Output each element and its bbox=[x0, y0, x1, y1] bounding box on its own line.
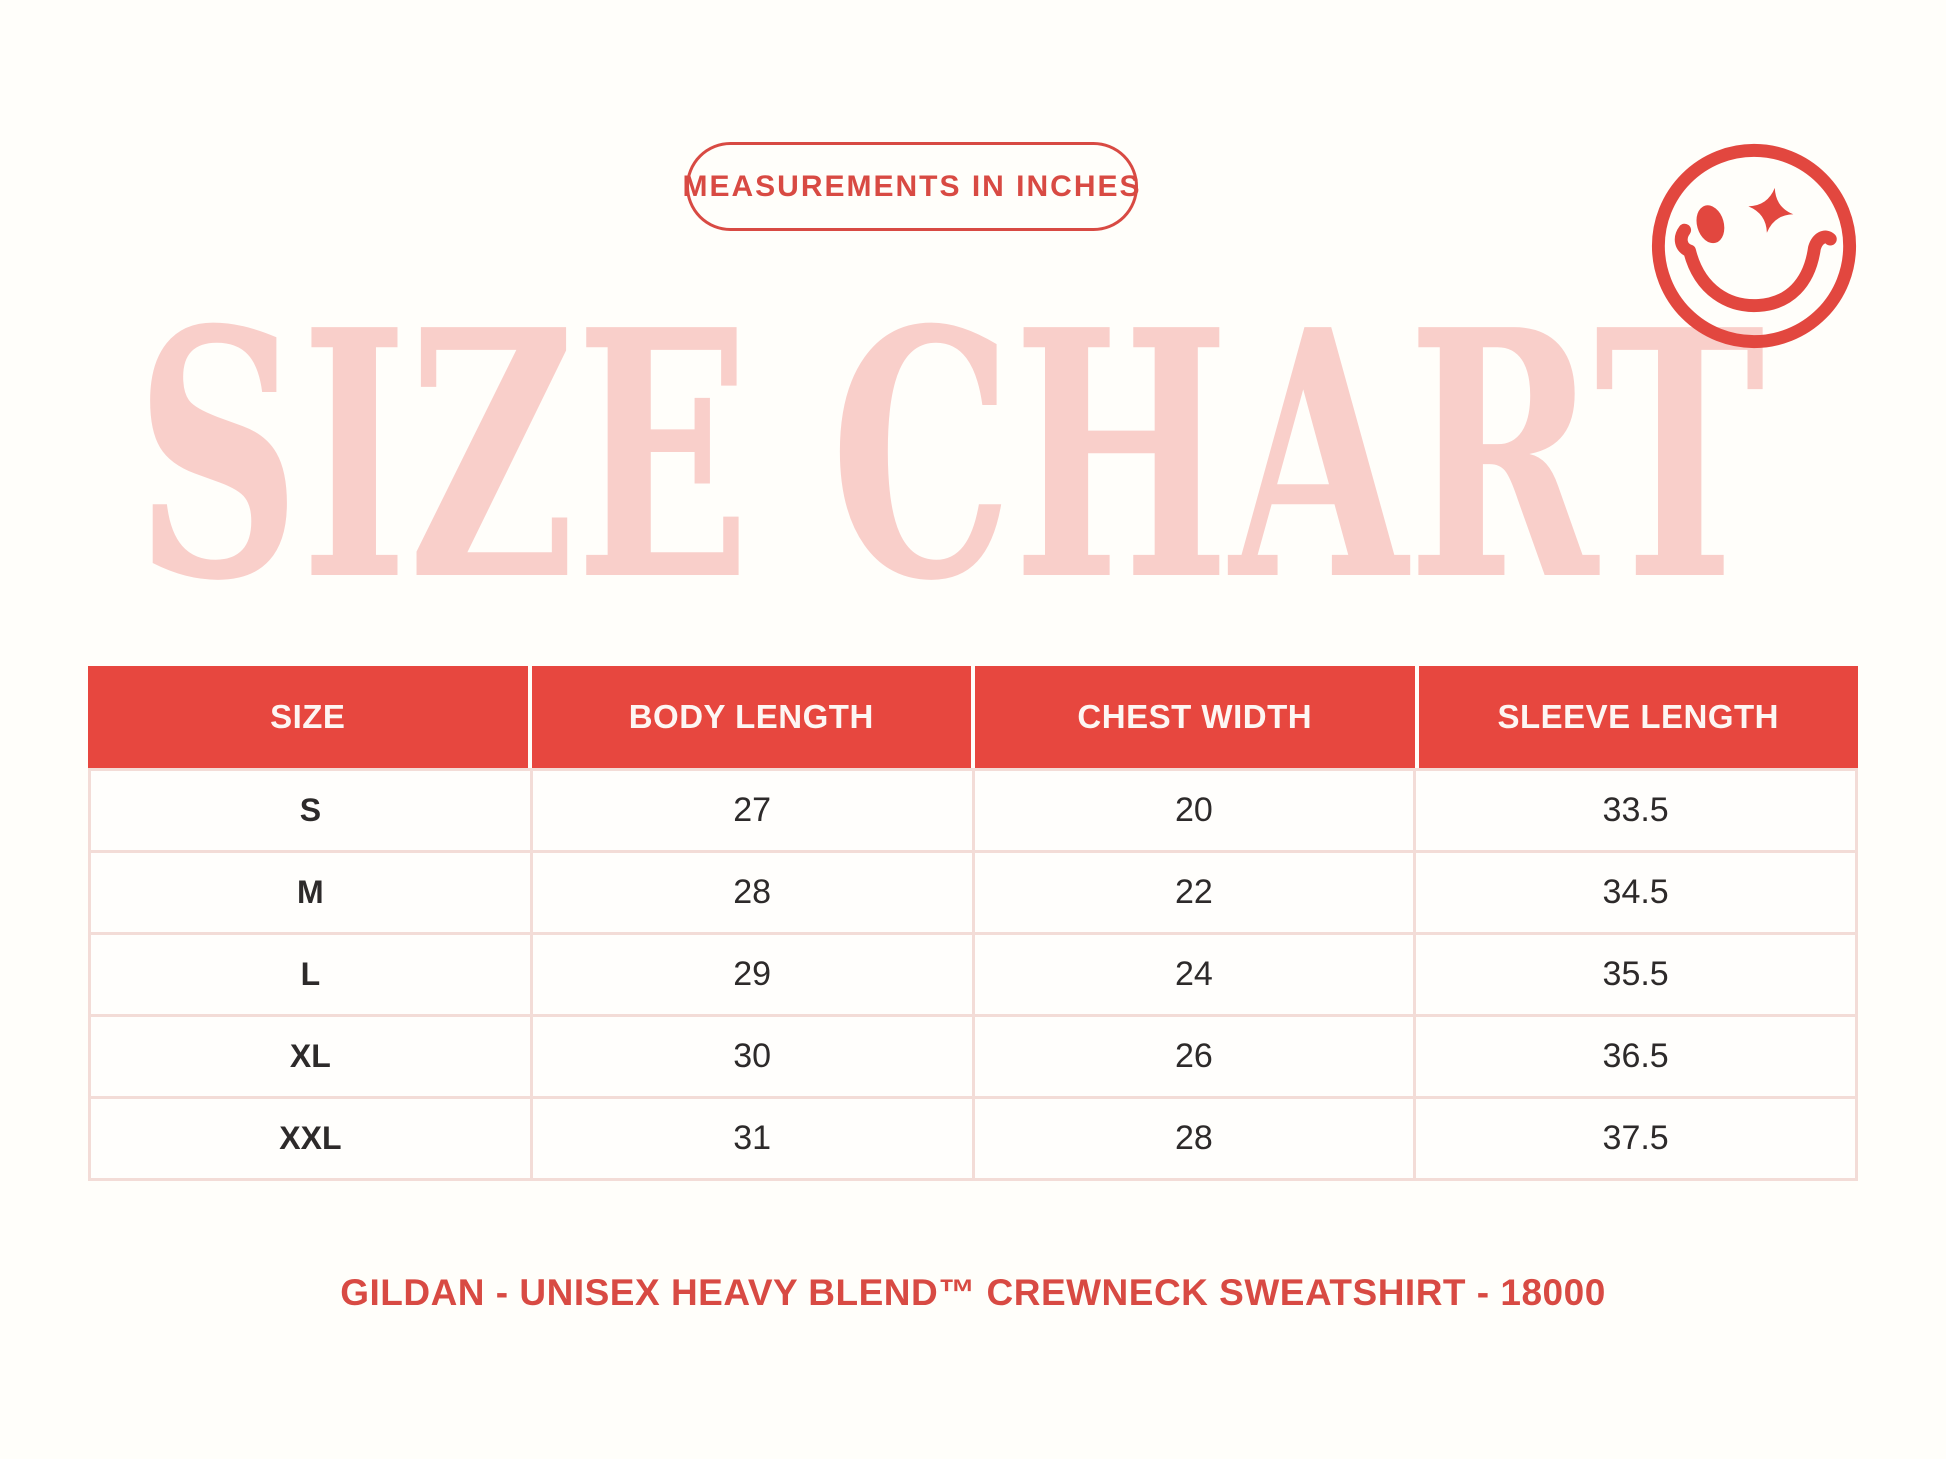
product-name: GILDAN - UNISEX HEAVY BLEND™ CREWNECK SW… bbox=[340, 1272, 1606, 1313]
measurement-cell: 36.5 bbox=[1416, 1017, 1855, 1096]
header-cell-body-length: BODY LENGTH bbox=[531, 666, 971, 768]
table-header-row: SIZE BODY LENGTH CHEST WIDTH SLEEVE LENG… bbox=[88, 666, 1858, 768]
size-cell: XXL bbox=[91, 1099, 530, 1178]
smiley-sparkle-eye bbox=[1748, 187, 1794, 233]
measurement-cell: 28 bbox=[532, 853, 972, 932]
size-table: SIZE BODY LENGTH CHEST WIDTH SLEEVE LENG… bbox=[88, 666, 1858, 1181]
measurement-cell: 22 bbox=[974, 853, 1414, 932]
smiley-sparkle-icon bbox=[1645, 137, 1863, 355]
table-body: S 27 20 33.5 M 28 22 34.5 L 29 24 35.5 XL 30 26 36.5 XXL… bbox=[88, 768, 1858, 1181]
measurement-cell: 20 bbox=[974, 771, 1414, 850]
measurement-cell: 31 bbox=[532, 1099, 972, 1178]
table-row: XXL 31 28 37.5 bbox=[91, 1099, 1855, 1178]
measurement-cell: 34.5 bbox=[1416, 853, 1855, 932]
measurements-badge: MEASUREMENTS IN INCHES bbox=[682, 142, 1140, 231]
table-row: L 29 24 35.5 bbox=[91, 935, 1855, 1014]
measurement-cell: 35.5 bbox=[1416, 935, 1855, 1014]
smiley-mouth bbox=[1674, 223, 1837, 312]
page-title-text: SIZE CHART bbox=[135, 290, 1765, 605]
page-title: SIZE CHART bbox=[120, 290, 1780, 605]
table-row: M 28 22 34.5 bbox=[91, 853, 1855, 932]
measurement-cell: 24 bbox=[974, 935, 1414, 1014]
table-row: XL 30 26 36.5 bbox=[91, 1017, 1855, 1096]
size-cell: XL bbox=[91, 1017, 530, 1096]
measurement-cell: 26 bbox=[974, 1017, 1414, 1096]
measurement-cell: 27 bbox=[532, 771, 972, 850]
table-row: S 27 20 33.5 bbox=[91, 771, 1855, 850]
header-cell-chest-width: CHEST WIDTH bbox=[975, 666, 1415, 768]
smiley-outline bbox=[1651, 143, 1857, 349]
smiley-left-eye bbox=[1696, 205, 1725, 244]
measurement-cell: 28 bbox=[974, 1099, 1414, 1178]
size-cell: L bbox=[91, 935, 530, 1014]
measurement-cell: 37.5 bbox=[1416, 1099, 1855, 1178]
header-cell-size: SIZE bbox=[88, 666, 528, 768]
measurements-badge-label: MEASUREMENTS IN INCHES bbox=[682, 169, 1142, 203]
size-cell: M bbox=[91, 853, 530, 932]
measurement-cell: 33.5 bbox=[1416, 771, 1855, 850]
measurement-cell: 29 bbox=[532, 935, 972, 1014]
header-cell-sleeve-length: SLEEVE LENGTH bbox=[1418, 666, 1858, 768]
measurement-cell: 30 bbox=[532, 1017, 972, 1096]
size-cell: S bbox=[91, 771, 530, 850]
